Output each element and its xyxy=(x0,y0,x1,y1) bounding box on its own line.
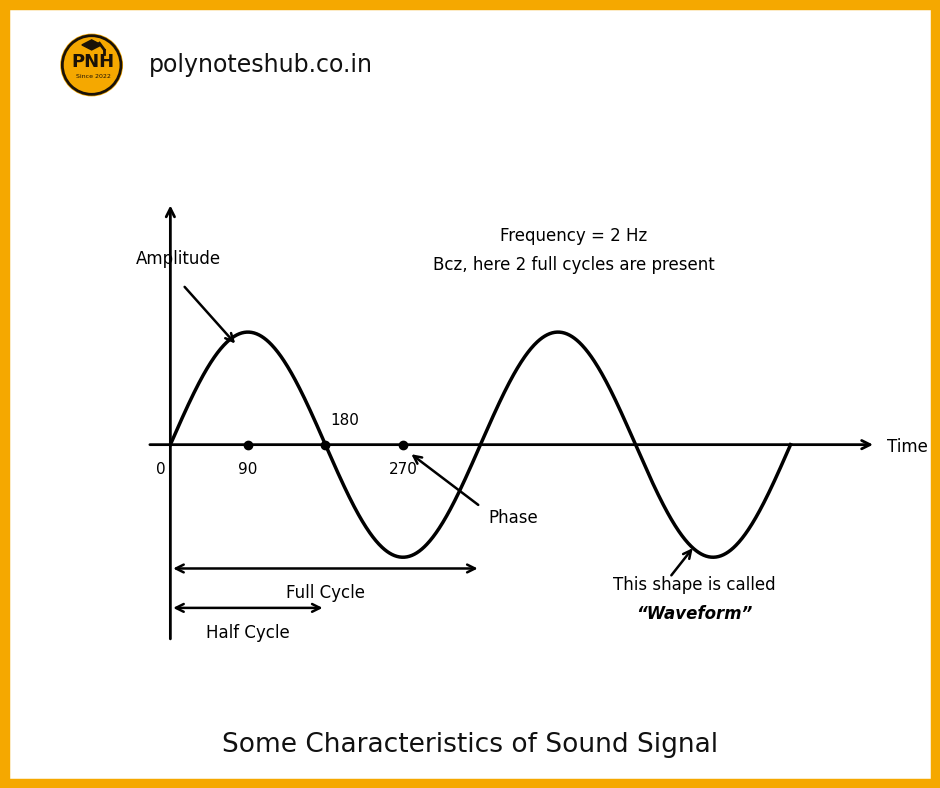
Text: 180: 180 xyxy=(330,413,359,428)
Text: Since 2022: Since 2022 xyxy=(75,74,111,80)
Polygon shape xyxy=(82,40,102,50)
Circle shape xyxy=(64,37,119,93)
Text: 0: 0 xyxy=(156,462,165,477)
Text: Time: Time xyxy=(886,438,928,456)
Text: Full Cycle: Full Cycle xyxy=(286,584,365,602)
Text: polynoteshub.co.in: polynoteshub.co.in xyxy=(149,53,372,76)
Text: 270: 270 xyxy=(388,462,417,477)
Text: “Waveform”: “Waveform” xyxy=(636,604,753,623)
Text: PNH: PNH xyxy=(71,54,115,71)
Text: Half Cycle: Half Cycle xyxy=(206,623,290,641)
Text: Some Characteristics of Sound Signal: Some Characteristics of Sound Signal xyxy=(222,732,718,757)
Text: Bcz, here 2 full cycles are present: Bcz, here 2 full cycles are present xyxy=(432,255,714,273)
Text: 90: 90 xyxy=(238,462,258,477)
Circle shape xyxy=(61,35,122,95)
Text: Phase: Phase xyxy=(488,509,538,527)
Text: Frequency = 2 Hz: Frequency = 2 Hz xyxy=(500,228,647,245)
Text: Amplitude: Amplitude xyxy=(136,250,222,268)
Text: This shape is called: This shape is called xyxy=(613,576,776,594)
